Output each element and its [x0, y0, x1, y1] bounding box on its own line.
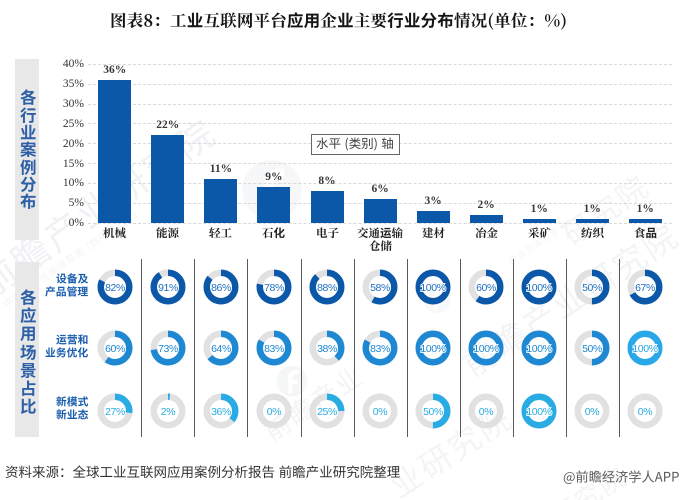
svg-text:36%: 36%: [211, 406, 231, 418]
svg-text:100%: 100%: [473, 343, 498, 355]
svg-text:82%: 82%: [105, 282, 125, 294]
svg-text:27%: 27%: [105, 406, 125, 418]
svg-text:0%: 0%: [638, 406, 652, 418]
svg-text:100%: 100%: [527, 406, 552, 418]
svg-text:73%: 73%: [158, 343, 178, 355]
svg-text:64%: 64%: [211, 343, 231, 355]
svg-text:88%: 88%: [317, 282, 337, 294]
svg-text:86%: 86%: [211, 282, 231, 294]
svg-text:38%: 38%: [317, 343, 337, 355]
svg-text:100%: 100%: [633, 343, 658, 355]
svg-text:58%: 58%: [370, 282, 390, 294]
svg-text:2%: 2%: [161, 406, 175, 418]
svg-text:60%: 60%: [476, 282, 496, 294]
svg-text:50%: 50%: [582, 282, 602, 294]
svg-text:0%: 0%: [373, 406, 387, 418]
svg-text:50%: 50%: [423, 406, 443, 418]
svg-text:67%: 67%: [635, 282, 655, 294]
svg-text:83%: 83%: [370, 343, 390, 355]
svg-text:100%: 100%: [527, 343, 552, 355]
svg-text:60%: 60%: [105, 343, 125, 355]
svg-text:25%: 25%: [317, 406, 337, 418]
svg-text:50%: 50%: [582, 343, 602, 355]
svg-text:78%: 78%: [264, 282, 284, 294]
svg-text:0%: 0%: [479, 406, 493, 418]
svg-text:0%: 0%: [267, 406, 281, 418]
svg-text:100%: 100%: [420, 282, 445, 294]
svg-text:100%: 100%: [420, 343, 445, 355]
svg-text:83%: 83%: [264, 343, 284, 355]
svg-text:91%: 91%: [158, 282, 178, 294]
svg-text:0%: 0%: [585, 406, 599, 418]
svg-text:100%: 100%: [527, 282, 552, 294]
